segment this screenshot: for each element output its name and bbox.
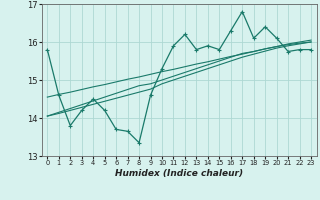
X-axis label: Humidex (Indice chaleur): Humidex (Indice chaleur) (115, 169, 243, 178)
